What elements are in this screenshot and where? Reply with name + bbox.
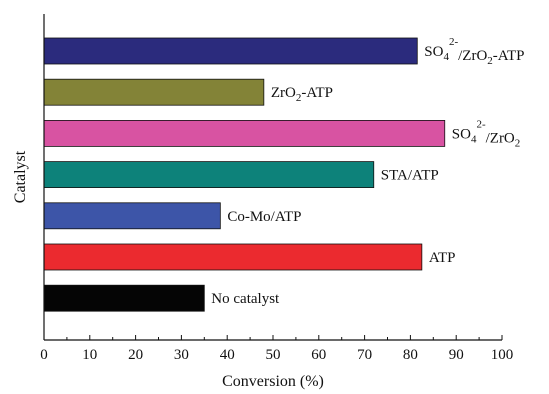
bar-2: [43, 120, 446, 147]
x-tick-label-10: 10: [82, 347, 97, 363]
bar-1: [43, 78, 265, 106]
bar-label-3: STA/ATP: [381, 168, 439, 184]
x-ticks-group: 0 10 20 30 40 50 60 70 80 90 100: [40, 335, 513, 363]
x-tick-label-30: 30: [174, 347, 189, 363]
x-tick-label-60: 60: [311, 347, 326, 363]
bar-label-6: No catalyst: [211, 291, 280, 307]
bar-labels-group: SO42-/ZrO2-ATP ZrO2-ATP SO42-/ZrO2 STA/ATP C…: [211, 36, 524, 307]
x-tick-label-40: 40: [220, 347, 235, 363]
bars-group: [43, 37, 446, 312]
bar-5: [43, 243, 423, 271]
y-axis-title: Catalyst: [12, 150, 29, 203]
bar-label-5: ATP: [429, 250, 456, 266]
bar-label-0: SO42-/ZrO2-ATP: [424, 36, 524, 67]
bar-label-2: SO42-/ZrO2: [452, 118, 521, 149]
x-axis-title: Conversion (%): [222, 373, 324, 390]
bar-0: [43, 37, 418, 65]
x-tick-label-80: 80: [403, 347, 418, 363]
x-tick-label-0: 0: [40, 347, 48, 363]
x-tick-label-70: 70: [357, 347, 372, 363]
x-tick-label-100: 100: [491, 347, 514, 363]
bar-4: [43, 202, 221, 230]
x-tick-label-90: 90: [449, 347, 464, 363]
bar-6: [43, 284, 205, 312]
x-tick-label-50: 50: [266, 347, 281, 363]
bar-3: [43, 161, 375, 189]
bar-label-1: ZrO2-ATP: [271, 85, 333, 104]
x-tick-label-20: 20: [128, 347, 143, 363]
bar-label-4: Co-Mo/ATP: [227, 209, 301, 225]
